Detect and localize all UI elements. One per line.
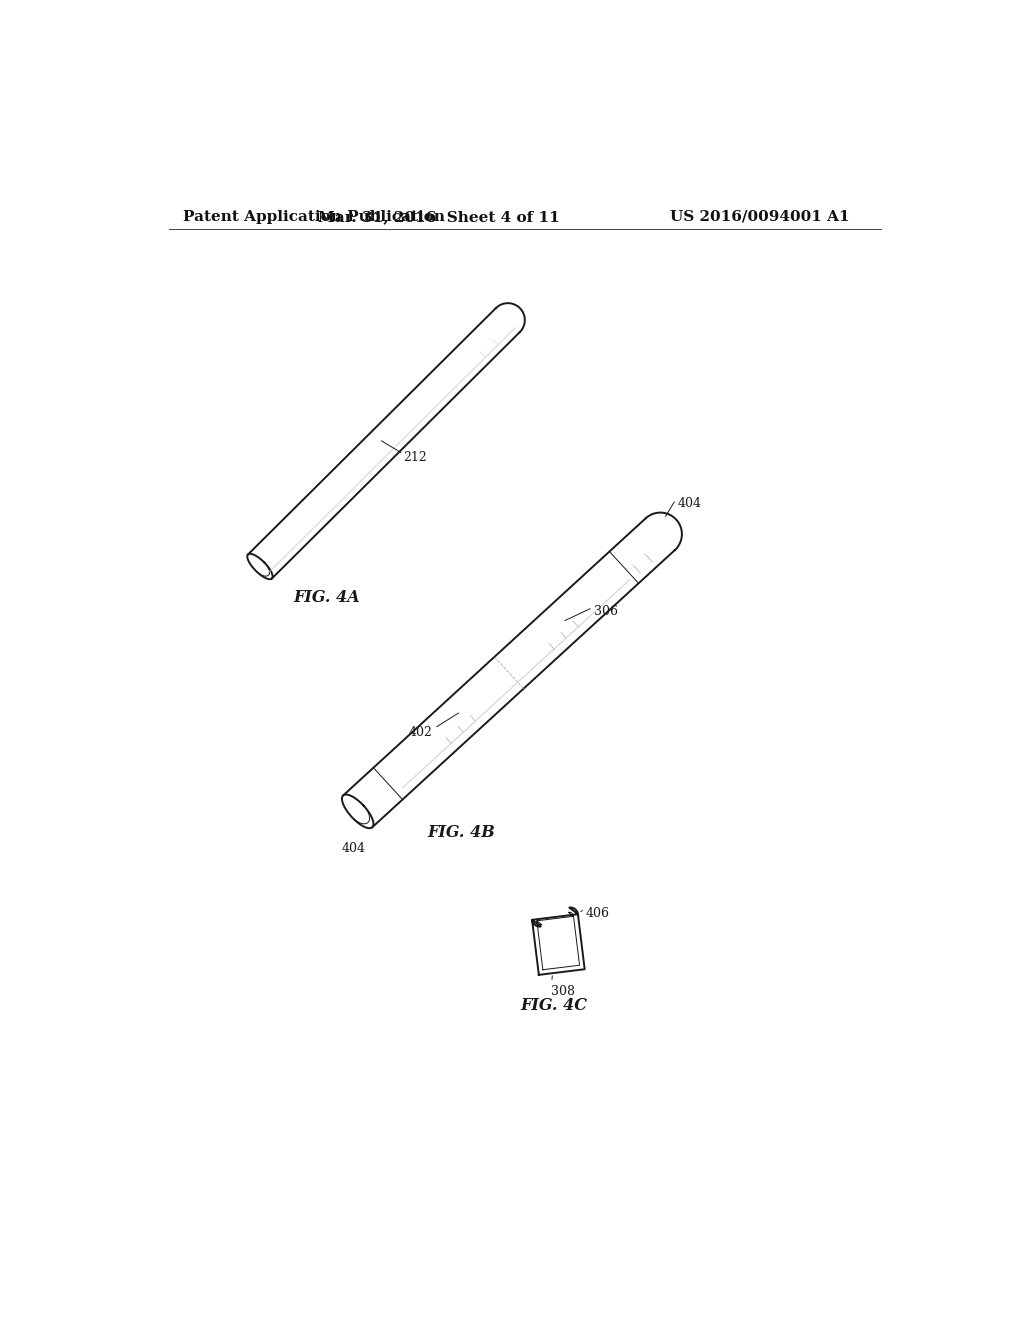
Text: 308: 308: [551, 985, 575, 998]
Text: 402: 402: [409, 726, 433, 739]
Text: Patent Application Publication: Patent Application Publication: [183, 210, 444, 224]
Text: 404: 404: [342, 842, 366, 855]
Text: 212: 212: [403, 451, 427, 463]
Text: FIG. 4C: FIG. 4C: [520, 997, 588, 1014]
Text: US 2016/0094001 A1: US 2016/0094001 A1: [670, 210, 849, 224]
Text: 306: 306: [594, 605, 618, 618]
Text: 404: 404: [677, 498, 701, 511]
Text: FIG. 4A: FIG. 4A: [294, 589, 360, 606]
Text: FIG. 4B: FIG. 4B: [428, 824, 496, 841]
Text: 406: 406: [586, 907, 609, 920]
Text: Mar. 31, 2016  Sheet 4 of 11: Mar. 31, 2016 Sheet 4 of 11: [317, 210, 559, 224]
